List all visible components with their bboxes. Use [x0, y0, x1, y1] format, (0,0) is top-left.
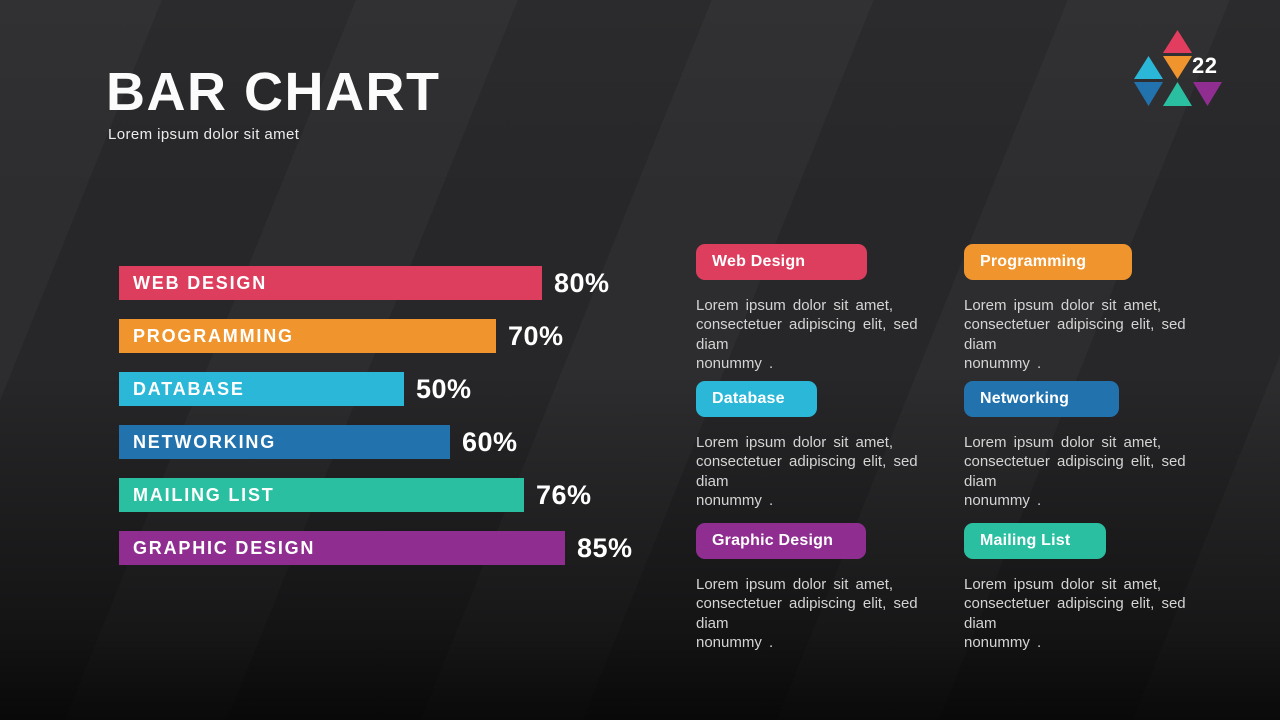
- card-description-line: nonummy .: [696, 354, 774, 372]
- logo-triangle-bottom-center: [1163, 82, 1192, 106]
- bar-programming: PROGRAMMING: [119, 319, 496, 353]
- logo-triangle-mid-left: [1134, 56, 1163, 79]
- bar-value-label: 70%: [508, 320, 564, 351]
- card-description-line: nonummy .: [696, 491, 774, 509]
- bar-database: DATABASE: [119, 372, 404, 406]
- badge-label: Programming: [980, 253, 1087, 270]
- page-title: BAR CHART: [106, 62, 441, 122]
- legend-card-programming: Programming Lorem ipsum dolor sit amet, co…: [964, 244, 1216, 381]
- card-description: Lorem ipsum dolor sit amet, consectetuer …: [696, 433, 948, 510]
- triangle-logo-icon: [1134, 30, 1222, 106]
- card-description: Lorem ipsum dolor sit amet, consectetuer …: [964, 296, 1216, 373]
- card-description-line: consectetuer adipiscing elit, sed diam: [964, 316, 1186, 353]
- badge-label: Graphic Design: [712, 532, 834, 549]
- legend-card-graphic-design: Graphic Design Lorem ipsum dolor sit amet…: [696, 523, 964, 652]
- card-description-line: Lorem ipsum dolor sit amet,: [964, 297, 1162, 314]
- card-description-line: consectetuer adipiscing elit, sed diam: [964, 595, 1186, 632]
- bar-networking: NETWORKING: [119, 425, 450, 459]
- card-description-line: nonummy .: [964, 354, 1042, 372]
- badge-web-design: Web Design: [696, 244, 867, 280]
- card-description: Lorem ipsum dolor sit amet, consectetuer …: [696, 296, 948, 373]
- card-description-line: Lorem ipsum dolor sit amet,: [696, 434, 894, 451]
- legend-card-database: Database Lorem ipsum dolor sit amet, conse…: [696, 381, 964, 523]
- page-number: 22: [1192, 53, 1218, 78]
- badge-label: Mailing List: [980, 532, 1071, 549]
- bar-label: GRAPHIC DESIGN: [133, 537, 316, 558]
- card-description: Lorem ipsum dolor sit amet, consectetuer …: [964, 575, 1216, 652]
- bar-value-label: 76%: [536, 479, 592, 510]
- bar-row-database: DATABASE 50%: [119, 372, 633, 406]
- card-description: Lorem ipsum dolor sit amet, consectetuer …: [696, 575, 948, 652]
- legend-card-networking: Networking Lorem ipsum dolor sit amet, con…: [964, 381, 1216, 523]
- page-subtitle: Lorem ipsum dolor sit amet: [108, 126, 300, 143]
- logo-triangle-bottom-right: [1193, 82, 1222, 106]
- card-description-line: consectetuer adipiscing elit, sed diam: [696, 316, 918, 353]
- legend-cards: Web Design Lorem ipsum dolor sit amet, con…: [696, 244, 1216, 652]
- bar-row-mailing-list: MAILING LIST 76%: [119, 478, 633, 512]
- bar-label: PROGRAMMING: [133, 325, 294, 346]
- card-description-line: consectetuer adipiscing elit, sed diam: [696, 453, 918, 490]
- bar-label: DATABASE: [133, 378, 245, 399]
- bar-value-label: 50%: [416, 373, 472, 404]
- legend-card-web-design: Web Design Lorem ipsum dolor sit amet, con…: [696, 244, 964, 381]
- bar-chart: WEB DESIGN 80% PROGRAMMING 70% DATABASE 50% NE…: [119, 266, 633, 584]
- badge-mailing-list: Mailing List: [964, 523, 1106, 559]
- card-description-line: nonummy .: [696, 633, 774, 651]
- badge-programming: Programming: [964, 244, 1132, 280]
- bar-graphic-design: GRAPHIC DESIGN: [119, 531, 565, 565]
- card-description-line: nonummy .: [964, 491, 1042, 509]
- badge-database: Database: [696, 381, 817, 417]
- bar-value-label: 80%: [554, 267, 610, 298]
- badge-graphic-design: Graphic Design: [696, 523, 866, 559]
- bar-label: MAILING LIST: [133, 484, 275, 505]
- card-description-line: Lorem ipsum dolor sit amet,: [696, 297, 894, 314]
- bar-row-networking: NETWORKING 60%: [119, 425, 633, 459]
- badge-label: Database: [712, 390, 785, 407]
- bar-mailing-list: MAILING LIST: [119, 478, 524, 512]
- logo-triangle-top: [1163, 30, 1192, 53]
- bar-label: NETWORKING: [133, 431, 276, 452]
- bar-row-web-design: WEB DESIGN 80%: [119, 266, 633, 300]
- bar-row-programming: PROGRAMMING 70%: [119, 319, 633, 353]
- logo-triangle-bottom-left: [1134, 82, 1163, 106]
- badge-label: Networking: [980, 390, 1070, 407]
- badge-networking: Networking: [964, 381, 1119, 417]
- bar-row-graphic-design: GRAPHIC DESIGN 85%: [119, 531, 633, 565]
- card-description-line: nonummy .: [964, 633, 1042, 651]
- card-description-line: consectetuer adipiscing elit, sed diam: [696, 595, 918, 632]
- card-description-line: Lorem ipsum dolor sit amet,: [696, 576, 894, 593]
- card-description: Lorem ipsum dolor sit amet, consectetuer …: [964, 433, 1216, 510]
- bar-web-design: WEB DESIGN: [119, 266, 542, 300]
- card-description-line: Lorem ipsum dolor sit amet,: [964, 576, 1162, 593]
- legend-card-mailing-list: Mailing List Lorem ipsum dolor sit amet, c…: [964, 523, 1216, 652]
- logo-triangle-mid-center: [1163, 56, 1192, 79]
- card-description-line: consectetuer adipiscing elit, sed diam: [964, 453, 1186, 490]
- bar-value-label: 85%: [577, 532, 633, 563]
- card-description-line: Lorem ipsum dolor sit amet,: [964, 434, 1162, 451]
- bar-label: WEB DESIGN: [133, 272, 268, 293]
- badge-label: Web Design: [712, 253, 806, 270]
- bar-value-label: 60%: [462, 426, 518, 457]
